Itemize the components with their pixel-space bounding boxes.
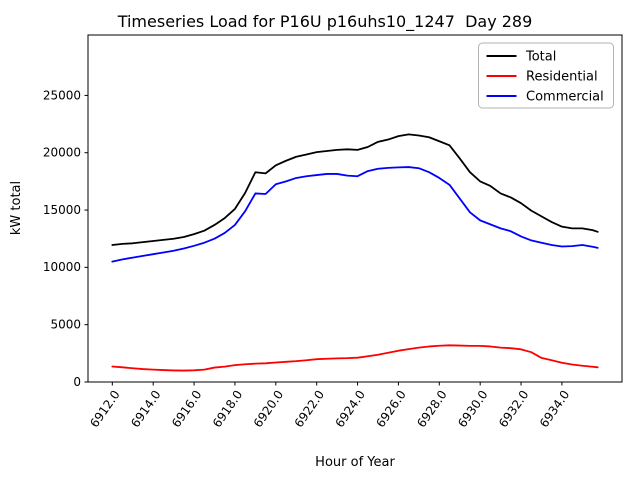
- y-tick-label: 15000: [43, 203, 81, 217]
- legend-label-total: Total: [525, 50, 556, 65]
- x-axis-label: Hour of Year: [315, 455, 395, 470]
- x-tick-label: 6928.0: [414, 388, 450, 430]
- legend-label-residential: Residential: [526, 70, 598, 85]
- legend-entry-commercial: Commercial: [486, 90, 604, 105]
- x-tick-label: 6922.0: [292, 388, 328, 430]
- commercial-line: [111, 166, 599, 263]
- legend-entry-residential: Residential: [486, 70, 598, 85]
- legend-box: [478, 42, 614, 109]
- chart-title: Timeseries Load for P16U p16uhs10_1247 D…: [117, 12, 533, 32]
- x-tick-label: 6912.0: [87, 388, 123, 430]
- x-tick-label: 6924.0: [332, 388, 368, 430]
- data-series: [111, 133, 599, 372]
- legend-entry-total: Total: [486, 50, 556, 65]
- y-axis-label: kW total: [9, 181, 24, 235]
- y-tick-label: 5000: [50, 318, 81, 332]
- x-tick-label: 6920.0: [251, 388, 287, 430]
- total-line: [111, 133, 599, 246]
- x-tick-label: 6914.0: [128, 388, 164, 430]
- residential-line: [111, 344, 599, 372]
- x-tick-label: 6934.0: [537, 388, 573, 430]
- x-tick-label: 6926.0: [373, 388, 409, 430]
- legend-label-commercial: Commercial: [526, 90, 604, 105]
- y-tick-label: 25000: [43, 88, 81, 102]
- x-tick-label: 6918.0: [210, 388, 246, 430]
- y-tick-label: 20000: [43, 146, 81, 160]
- legend: Total Residential Commercial: [478, 42, 614, 109]
- x-tick-label: 6930.0: [455, 388, 491, 430]
- y-tick-label: 0: [73, 375, 81, 389]
- plot-area-border: [87, 34, 623, 383]
- x-tick-label: 6916.0: [169, 388, 205, 430]
- x-tick-label: 6932.0: [496, 388, 532, 430]
- y-tick-label: 10000: [43, 260, 81, 274]
